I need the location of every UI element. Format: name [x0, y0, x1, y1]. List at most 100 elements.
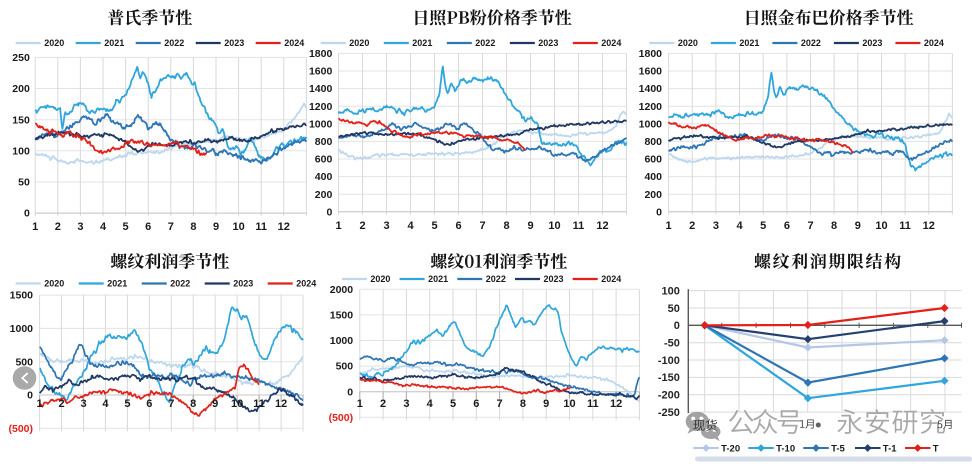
svg-text:9: 9: [212, 398, 218, 410]
svg-text:4: 4: [102, 398, 109, 410]
svg-text:6: 6: [455, 220, 461, 232]
svg-text:2021: 2021: [107, 279, 127, 289]
svg-text:2022: 2022: [486, 274, 506, 284]
svg-text:3: 3: [383, 220, 389, 232]
svg-text:2021: 2021: [739, 38, 759, 48]
svg-text:600: 600: [644, 154, 662, 166]
svg-text:1800: 1800: [639, 48, 663, 60]
svg-text:1: 1: [666, 220, 672, 232]
svg-text:8: 8: [520, 398, 526, 410]
svg-text:T: T: [933, 443, 939, 454]
svg-text:7: 7: [168, 221, 174, 233]
svg-text:7: 7: [168, 398, 174, 410]
svg-text:0: 0: [27, 390, 33, 402]
svg-text:400: 400: [644, 171, 662, 183]
svg-text:-150: -150: [658, 372, 680, 384]
svg-text:T-10: T-10: [776, 443, 795, 454]
svg-text:12: 12: [275, 398, 287, 410]
svg-text:5: 5: [450, 398, 456, 410]
svg-text:5: 5: [124, 398, 130, 410]
svg-text:50: 50: [668, 303, 680, 315]
svg-text:-50: -50: [664, 338, 680, 350]
svg-text:10: 10: [548, 220, 560, 232]
svg-text:1: 1: [357, 398, 363, 410]
svg-text:8: 8: [190, 221, 196, 233]
svg-text:5: 5: [760, 220, 766, 232]
svg-text:2000: 2000: [330, 284, 354, 296]
svg-text:200: 200: [12, 83, 30, 95]
svg-text:0: 0: [674, 320, 680, 332]
svg-text:12: 12: [278, 221, 290, 233]
svg-text:2020: 2020: [44, 279, 64, 289]
svg-text:2021: 2021: [412, 38, 432, 48]
svg-text:1500: 1500: [330, 310, 354, 322]
svg-text:12: 12: [923, 220, 935, 232]
svg-text:5: 5: [123, 221, 129, 233]
svg-text:11: 11: [587, 398, 599, 410]
svg-text:2024: 2024: [601, 38, 621, 48]
svg-text:1: 1: [32, 221, 38, 233]
svg-text:2: 2: [359, 220, 365, 232]
svg-text:2023: 2023: [862, 38, 882, 48]
svg-text:500: 500: [336, 361, 354, 373]
svg-text:6: 6: [784, 220, 790, 232]
svg-text:4: 4: [427, 398, 434, 410]
svg-text:2024: 2024: [601, 274, 621, 284]
svg-text:1: 1: [335, 220, 341, 232]
svg-text:6: 6: [146, 398, 152, 410]
svg-text:1: 1: [37, 398, 43, 410]
svg-text:10: 10: [232, 221, 244, 233]
svg-text:50: 50: [18, 177, 30, 189]
svg-text:2: 2: [380, 398, 386, 410]
svg-text:3: 3: [713, 220, 719, 232]
svg-text:600: 600: [315, 154, 333, 166]
svg-text:3: 3: [77, 221, 83, 233]
svg-text:1200: 1200: [639, 101, 663, 113]
svg-text:1400: 1400: [309, 83, 333, 95]
svg-text:2020: 2020: [678, 38, 698, 48]
svg-text:7: 7: [497, 398, 503, 410]
svg-text:11: 11: [573, 220, 585, 232]
svg-text:T-5: T-5: [831, 443, 845, 454]
svg-text:2: 2: [55, 221, 61, 233]
svg-text:2021: 2021: [104, 38, 124, 48]
svg-text:12: 12: [610, 398, 622, 410]
svg-text:2022: 2022: [475, 38, 495, 48]
svg-text:4: 4: [100, 221, 107, 233]
svg-text:0: 0: [24, 208, 30, 220]
svg-text:10: 10: [875, 220, 887, 232]
svg-text:3: 3: [403, 398, 409, 410]
svg-text:8: 8: [831, 220, 837, 232]
svg-text:250: 250: [12, 52, 30, 64]
svg-text:2024: 2024: [296, 279, 316, 289]
svg-text:1600: 1600: [639, 66, 663, 78]
svg-text:6: 6: [145, 221, 151, 233]
svg-text:(500): (500): [8, 423, 33, 435]
svg-text:-200: -200: [658, 390, 680, 402]
svg-text:1000: 1000: [639, 118, 663, 130]
svg-text:12: 12: [596, 220, 608, 232]
svg-text:2: 2: [58, 398, 64, 410]
svg-text:2022: 2022: [801, 38, 821, 48]
svg-text:10: 10: [231, 398, 243, 410]
svg-text:1000: 1000: [10, 323, 34, 335]
svg-text:6: 6: [473, 398, 479, 410]
svg-text:2021: 2021: [428, 274, 448, 284]
svg-text:1600: 1600: [309, 66, 333, 78]
svg-text:0: 0: [326, 206, 332, 218]
svg-text:800: 800: [315, 136, 333, 148]
svg-text:100: 100: [12, 145, 30, 157]
svg-text:2024: 2024: [924, 38, 944, 48]
svg-text:(500): (500): [329, 412, 354, 424]
svg-text:2022: 2022: [164, 38, 184, 48]
svg-text:2023: 2023: [544, 274, 564, 284]
svg-text:0: 0: [656, 206, 662, 218]
svg-text:2023: 2023: [538, 38, 558, 48]
svg-text:9: 9: [213, 221, 219, 233]
svg-text:400: 400: [315, 171, 333, 183]
svg-text:11: 11: [253, 398, 265, 410]
svg-text:3: 3: [80, 398, 86, 410]
svg-text:2023: 2023: [224, 38, 244, 48]
svg-text:2022: 2022: [170, 279, 190, 289]
svg-text:2020: 2020: [349, 38, 369, 48]
